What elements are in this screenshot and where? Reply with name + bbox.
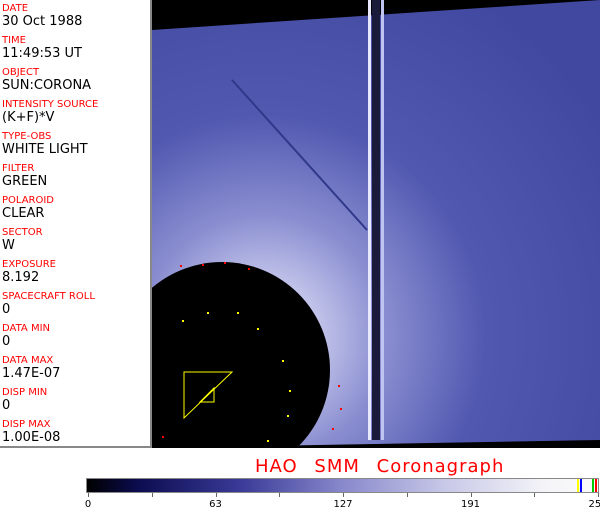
colorbar-marker-green	[592, 479, 594, 492]
field-value: 0	[2, 302, 11, 317]
colorbar-tick	[343, 493, 344, 497]
field-label: TIME	[2, 35, 27, 46]
instrument-title: HAO SMM Coronagraph	[255, 456, 505, 477]
colorbar-marker-yellow	[577, 479, 579, 492]
occulter	[114, 262, 330, 478]
field-value: WHITE LIGHT	[2, 142, 88, 157]
info-panel: DATE 30 Oct 1988 TIME 11:49:53 UT OBJECT SUN:…	[0, 0, 152, 448]
field-value: GREEN	[2, 174, 48, 189]
field-data-max: DATA MAX 1.47E-07	[2, 355, 60, 381]
field-value: CLEAR	[2, 206, 45, 221]
field-date: DATE 30 Oct 1988	[2, 3, 82, 29]
field-label: POLAROID	[2, 195, 55, 206]
field-label: DATA MAX	[2, 355, 54, 366]
coronagraph-image-svg	[114, 0, 600, 478]
field-sector: SECTOR W	[2, 227, 43, 253]
colorbar	[86, 478, 599, 493]
field-spacecraft-roll: SPACECRAFT ROLL 0	[2, 291, 95, 317]
field-polaroid: POLAROID CLEAR	[2, 195, 54, 221]
field-disp-min: DISP MIN 0	[2, 387, 47, 413]
field-label: EXPOSURE	[2, 259, 57, 270]
field-value: 1.47E-07	[2, 366, 61, 381]
colorbar-tick	[151, 493, 153, 497]
colorbar-tick	[406, 493, 408, 497]
field-object: OBJECT SUN:CORONA	[2, 67, 91, 93]
field-label: FILTER	[2, 163, 35, 174]
colorbar-tick	[470, 493, 472, 497]
field-value: (K+F)*V	[2, 110, 55, 125]
field-data-min: DATA MIN 0	[2, 323, 50, 349]
occulter-marker	[183, 371, 234, 420]
field-label: OBJECT	[2, 67, 40, 78]
colorbar-tick-label: 0	[84, 499, 92, 510]
field-filter: FILTER GREEN	[2, 163, 47, 189]
field-label: INTENSITY SOURCE	[2, 99, 99, 110]
field-value: 30 Oct 1988	[2, 14, 83, 29]
colorbar-tick-label: 255	[588, 499, 600, 510]
field-exposure: EXPOSURE 8.192	[2, 259, 56, 285]
field-value: 8.192	[2, 270, 40, 285]
colorbar-marker-red	[595, 479, 597, 492]
field-label: DATA MIN	[2, 323, 50, 334]
colorbar-marker-blue	[580, 479, 582, 492]
colorbar-tick	[215, 493, 217, 497]
field-label: DISP MIN	[2, 387, 48, 398]
colorbar-tick-label: 127	[333, 499, 353, 510]
field-value: 0	[2, 334, 11, 349]
field-value: 1.00E-08	[2, 430, 61, 445]
coronagraph-image	[114, 0, 600, 478]
colorbar-tick	[88, 493, 89, 497]
colorbar-tick	[279, 493, 281, 497]
field-time: TIME 11:49:53 UT	[2, 35, 82, 61]
colorbar-tick	[534, 493, 536, 497]
colorbar-tick	[598, 493, 599, 497]
field-label: SPACECRAFT ROLL	[2, 291, 95, 302]
field-label: DATE	[2, 3, 29, 14]
field-label: DISP MAX	[2, 419, 51, 430]
field-value: 0	[2, 398, 11, 413]
field-intensity-source: INTENSITY SOURCE (K+F)*V	[2, 99, 98, 125]
pylon	[372, 0, 380, 440]
field-value: W	[2, 238, 15, 253]
field-value: 11:49:53 UT	[2, 46, 82, 61]
field-type-obs: TYPE-OBS WHITE LIGHT	[2, 131, 88, 157]
field-value: SUN:CORONA	[2, 78, 92, 93]
field-label: SECTOR	[2, 227, 43, 238]
colorbar-tick-label: 191	[460, 499, 481, 510]
field-label: TYPE-OBS	[2, 131, 52, 142]
field-disp-max: DISP MAX 1.00E-08	[2, 419, 60, 445]
colorbar-tick-label: 63	[209, 499, 222, 510]
